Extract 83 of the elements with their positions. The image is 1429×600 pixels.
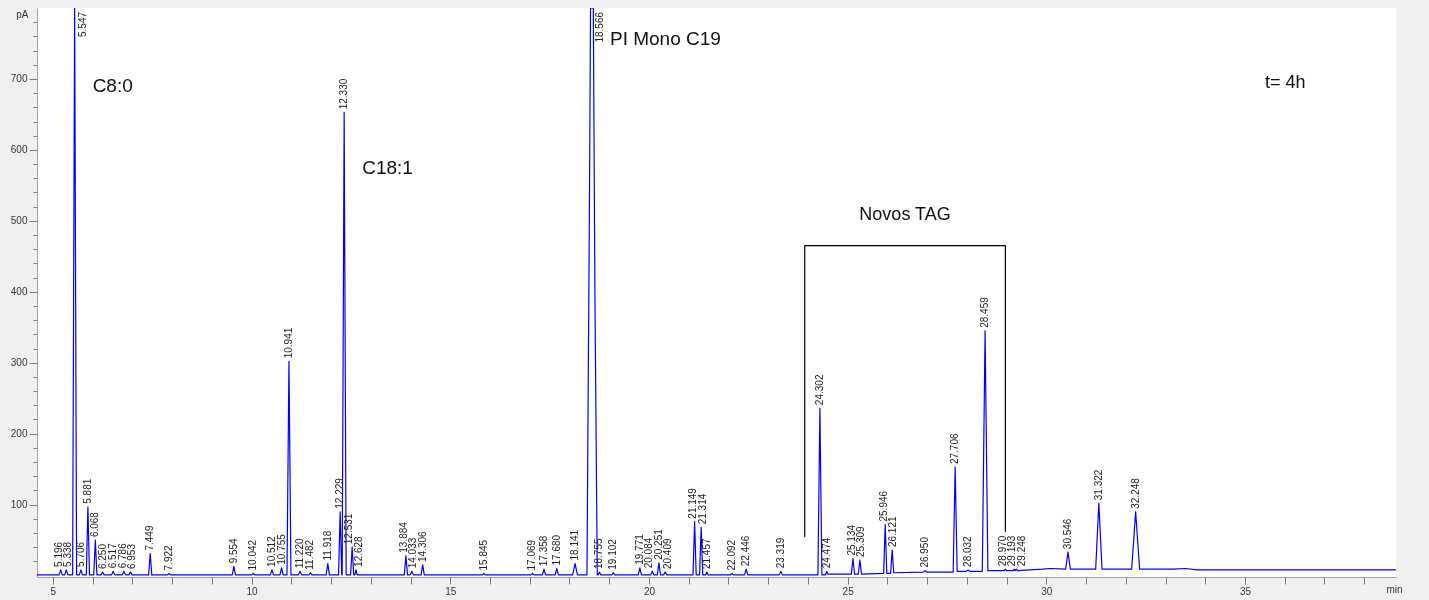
annotation: 18.566	[593, 11, 605, 43]
annotation: 28.032	[962, 535, 974, 567]
annotation: 20.084	[643, 537, 655, 569]
annotation: 25.946	[877, 490, 889, 522]
y-tick-label: 700	[10, 73, 28, 85]
annotation: 10.042	[247, 539, 259, 571]
annotation: 14.033	[407, 537, 419, 569]
annotation: 26.121	[887, 516, 899, 548]
annotation: 20.251	[652, 528, 664, 560]
y-tick-label: 200	[10, 428, 28, 440]
annotation: 10.512	[265, 535, 277, 567]
annotation: 24.302	[813, 374, 825, 406]
annotation: 11.220	[294, 538, 306, 569]
annotation: 5.196	[52, 541, 64, 567]
annotation: 15.845	[477, 539, 489, 571]
annotation: 20.409	[662, 538, 674, 570]
annotation: 6.250	[96, 543, 108, 570]
annotation: 12.628	[352, 535, 364, 567]
annotation: 12.531	[343, 513, 355, 545]
series-label: Novos TAG	[859, 203, 951, 224]
annotation: 12.330	[338, 78, 350, 110]
x-tick-label: 30	[1041, 585, 1053, 597]
annotation: 19.102	[607, 538, 619, 570]
x-axis-title: min	[1386, 583, 1403, 595]
annotation: 31.322	[1092, 469, 1104, 501]
annotation: 6.068	[89, 511, 101, 538]
annotation: 32.248	[1129, 477, 1141, 509]
annotation: 24.474	[820, 537, 832, 569]
annotation: 28.970	[996, 535, 1008, 567]
annotation: 21.457	[700, 538, 712, 570]
annotation: 22.446	[740, 535, 752, 567]
annotation: t= 4h	[1265, 72, 1306, 92]
annotation: 12.229	[334, 477, 346, 509]
annotation: 9.554	[227, 537, 239, 564]
x-tick-label: 35	[1239, 585, 1252, 597]
annotation: 17.358	[537, 535, 549, 567]
annotation: 7.449	[144, 525, 156, 551]
annotation: 18.755	[593, 538, 605, 570]
y-tick-label: 300	[10, 357, 28, 369]
line-series	[37, 8, 1396, 576]
x-tick-label: 20	[643, 585, 656, 597]
annotation: 11.918	[321, 530, 333, 561]
annotation: 14.306	[417, 530, 428, 562]
annotation: 10.755	[275, 533, 287, 565]
annotation: 6.517	[107, 542, 119, 569]
annotation: 25.134	[845, 524, 857, 556]
annotation: 5.881	[81, 478, 93, 504]
annotation: 28.459	[979, 296, 991, 328]
annotation: C18:1	[362, 156, 413, 178]
x-tick-label: 15	[445, 585, 457, 597]
y-tick-label: 400	[10, 286, 28, 298]
annotation: 17.680	[550, 534, 562, 566]
annotation: C8:0	[92, 75, 133, 97]
x-tick-label: 5	[50, 585, 57, 597]
annotation: 6.786	[116, 542, 128, 569]
annotation: 21.149	[687, 487, 699, 519]
annotation: 18.141	[569, 529, 581, 561]
x-tick-label: 10	[246, 585, 259, 597]
y-tick-label: 600	[10, 144, 28, 156]
annotation: 21.314	[696, 493, 708, 525]
annotation: 13.884	[397, 521, 409, 553]
annotation: 11.482	[304, 539, 316, 570]
annotation: 5.338	[62, 541, 74, 567]
y-tick-label: 500	[10, 215, 28, 227]
annotation: PI Mono C19	[609, 27, 721, 49]
annotation: 6.953	[126, 543, 138, 570]
annotation: 5.706	[74, 541, 86, 567]
annotation: 29.193	[1006, 535, 1018, 567]
annotation: 26.950	[919, 536, 931, 568]
annotation: 19.771	[633, 533, 645, 565]
y-tick-label: 100	[10, 499, 28, 511]
annotation: 22.092	[726, 539, 738, 571]
annotation: 17.069	[526, 539, 538, 571]
annotation: 7.922	[163, 544, 175, 571]
annotation: 30.546	[1062, 518, 1074, 550]
y-axis-title: pA	[16, 8, 29, 20]
annotation: 23.319	[774, 537, 786, 569]
annotation: 29.248	[1015, 535, 1027, 567]
annotation: 10.941	[282, 327, 294, 359]
x-tick-label: 25	[842, 585, 855, 597]
annotation: 25.309	[855, 525, 867, 557]
annotation: 5.547	[76, 11, 88, 38]
annotation: 27.706	[949, 433, 961, 465]
